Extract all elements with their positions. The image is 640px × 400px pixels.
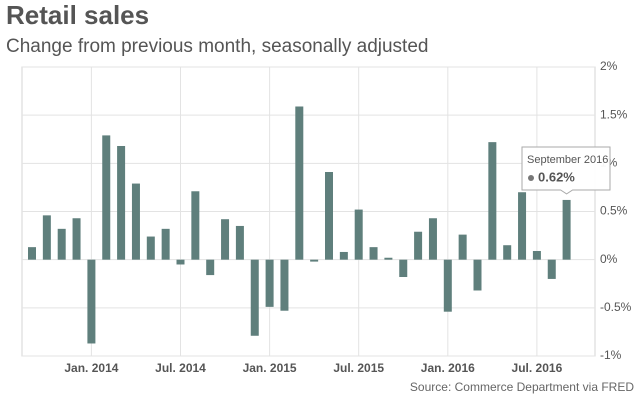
- bar: [206, 259, 215, 276]
- chart-title: Retail sales: [6, 0, 149, 30]
- bar: [354, 209, 363, 260]
- x-tick-label: Jan. 2016: [421, 361, 475, 375]
- bar: [369, 247, 378, 260]
- x-tick-label: Jan. 2014: [64, 361, 118, 375]
- bar: [414, 231, 423, 260]
- y-tick-label: 0%: [600, 252, 618, 266]
- bar: [384, 257, 393, 260]
- bar: [503, 245, 512, 260]
- bar: [488, 142, 497, 260]
- bar: [443, 259, 452, 312]
- bar: [265, 259, 274, 307]
- bar: [339, 251, 348, 260]
- bar: [87, 259, 96, 344]
- bar: [176, 259, 185, 265]
- tooltip-dot: [528, 175, 534, 181]
- bar: [72, 218, 81, 260]
- bar: [295, 106, 304, 260]
- bar: [547, 259, 556, 279]
- bar: [518, 192, 527, 260]
- bar: [161, 228, 170, 260]
- tooltip-title: September 2016: [527, 154, 608, 166]
- bar: [280, 259, 289, 311]
- bar: [28, 247, 36, 260]
- tooltip-box: [521, 146, 611, 195]
- bar: [117, 145, 126, 260]
- x-tick-label: Jul. 2015: [333, 361, 384, 375]
- x-tick-label: Jan. 2015: [243, 361, 297, 375]
- bar: [458, 234, 467, 260]
- bar: [250, 259, 259, 336]
- bar: [102, 135, 111, 260]
- bar: [532, 250, 541, 260]
- bar: [310, 259, 319, 262]
- y-tick-label: 1.5%: [600, 107, 628, 121]
- bar: [562, 199, 571, 260]
- bar: [235, 225, 244, 260]
- source-note: Source: Commerce Department via FRED: [410, 380, 634, 394]
- bar: [131, 183, 140, 260]
- y-tick-label: 2%: [600, 59, 618, 73]
- y-tick-label: 0.5%: [600, 204, 628, 218]
- bar: [146, 236, 155, 260]
- y-tick-label: -1%: [600, 348, 622, 362]
- bar: [399, 259, 408, 278]
- x-tick-label: Jul. 2016: [512, 361, 563, 375]
- bar: [57, 228, 66, 260]
- bar: [42, 215, 51, 260]
- chart-subtitle: Change from previous month, seasonally a…: [6, 36, 428, 57]
- y-tick-label: -0.5%: [600, 300, 632, 314]
- bar: [191, 191, 200, 260]
- x-tick-label: Jul. 2014: [155, 361, 206, 375]
- bar: [325, 172, 333, 260]
- tooltip-value: 0.62%: [538, 169, 575, 184]
- bar: [428, 218, 437, 260]
- bar: [473, 259, 482, 291]
- bar: [221, 219, 230, 260]
